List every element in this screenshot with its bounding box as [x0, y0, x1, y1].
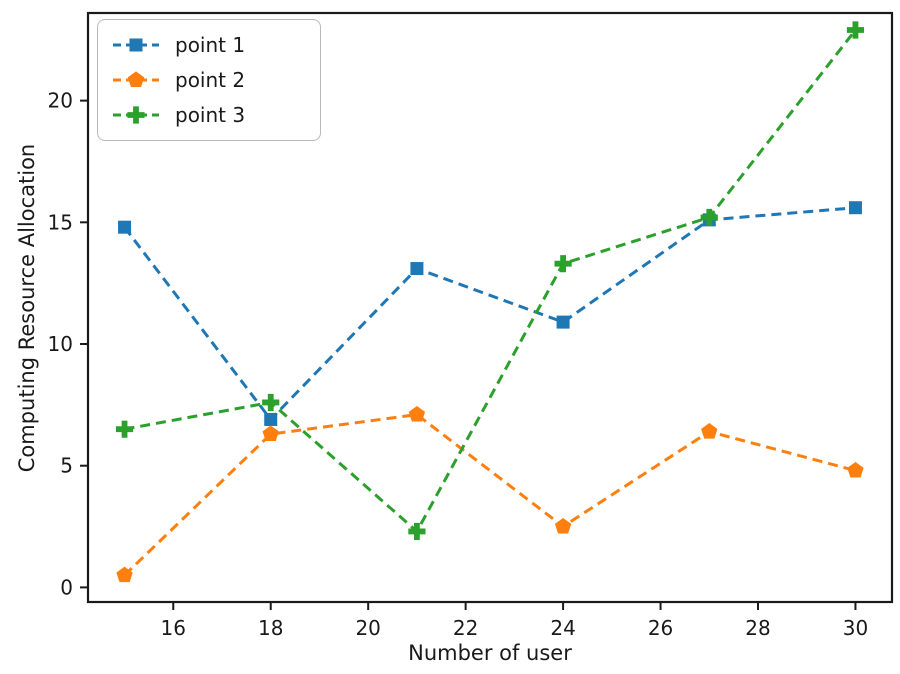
plus-marker: [846, 21, 865, 39]
legend-label-point-3: point 3: [175, 103, 246, 127]
series-point-3: [115, 21, 865, 541]
y-tick-label: 5: [60, 454, 73, 478]
square-marker: [129, 38, 143, 52]
legend-marker-square-icon: [113, 38, 159, 52]
plus-marker: [127, 106, 145, 124]
y-tick-label: 0: [60, 575, 73, 599]
pentagon-marker: [847, 461, 864, 478]
x-tick-label: 16: [161, 616, 186, 640]
y-tick-label: 15: [48, 210, 73, 234]
series-point-2: [116, 405, 864, 583]
square-marker: [118, 220, 132, 234]
x-tick-label: 30: [843, 616, 868, 640]
series-line: [123, 206, 856, 422]
pentagon-marker: [116, 566, 133, 583]
x-tick-label: 20: [355, 616, 380, 640]
x-tick-label: 26: [648, 616, 673, 640]
square-marker: [848, 201, 862, 215]
legend-item-point-2: point 2: [110, 64, 308, 96]
pentagon-marker: [262, 425, 279, 442]
plus-marker: [554, 255, 572, 273]
plus-marker: [408, 522, 426, 541]
series-line: [124, 29, 857, 534]
legend-item-point-1: point 1: [110, 29, 308, 61]
x-tick-label: 22: [453, 616, 478, 640]
pentagon-marker: [554, 517, 572, 534]
x-tick-label: 18: [258, 616, 283, 640]
plus-marker: [700, 208, 718, 227]
x-axis-title: Number of user: [408, 641, 572, 665]
square-marker: [556, 315, 570, 329]
plot-frame: [86, 11, 894, 604]
square-marker: [410, 262, 424, 276]
plus-marker: [115, 420, 134, 438]
legend-label-point-1: point 1: [175, 33, 246, 57]
y-axis-title: Computing Resource Allocation: [15, 143, 39, 473]
series-line: [123, 413, 856, 577]
legend-label-point-2: point 2: [175, 68, 246, 92]
pentagon-marker: [408, 405, 426, 422]
legend-item-point-3: point 3: [110, 99, 308, 131]
legend-marker-pentagon-icon: [113, 71, 159, 87]
pentagon-marker: [701, 423, 718, 439]
legend: point 1 point 2 point 3: [97, 19, 321, 141]
pentagon-marker: [127, 71, 145, 87]
x-axis: 16 18 20 22 24 26 28 30: [161, 602, 868, 640]
y-tick-label: 10: [48, 332, 73, 356]
series-point-1: [118, 201, 862, 426]
square-marker: [264, 412, 278, 426]
y-tick-label: 20: [48, 89, 73, 113]
x-tick-label: 28: [745, 616, 770, 640]
x-tick-label: 24: [550, 616, 575, 640]
legend-marker-plus-icon: [113, 106, 159, 124]
plus-marker: [262, 393, 280, 412]
y-axis: 0 5 10 15 20: [48, 89, 88, 599]
